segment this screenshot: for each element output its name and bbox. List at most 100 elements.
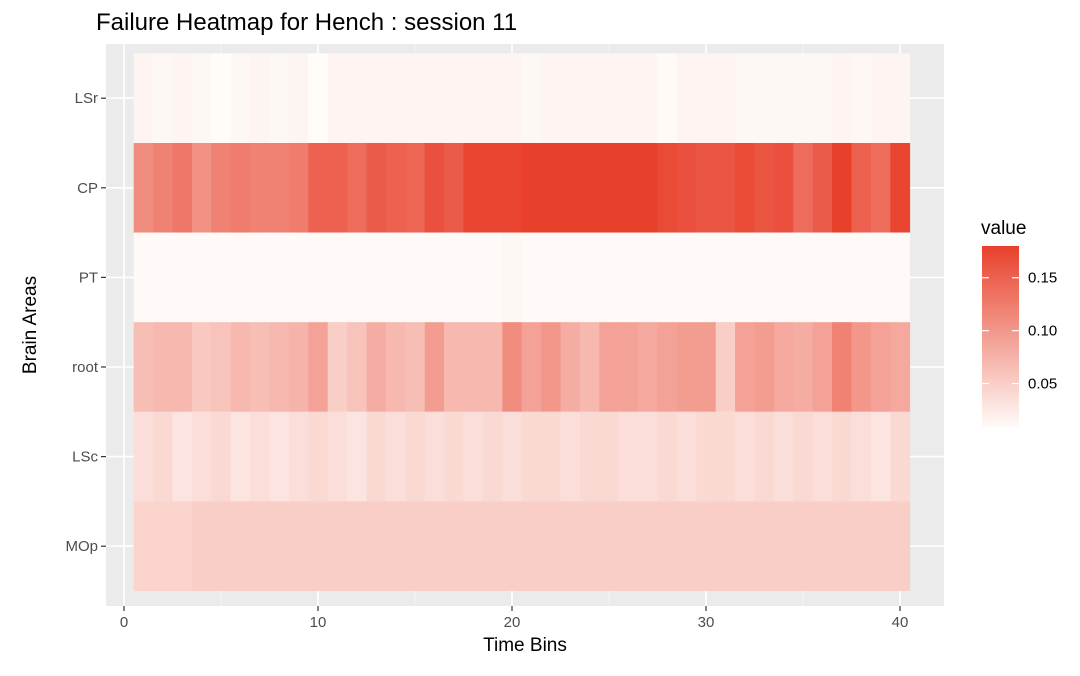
heatmap-cell-MOp-30	[696, 501, 717, 591]
heatmap-cell-PT-30	[696, 232, 717, 323]
heatmap-cell-root-33	[754, 322, 775, 412]
heatmap-cell-LSr-40	[890, 53, 911, 143]
heatmap-cell-LSc-15	[405, 411, 426, 502]
heatmap-cell-LSr-22	[541, 53, 561, 143]
heatmap-cell-LSr-37	[832, 53, 852, 143]
heatmap-cell-MOp-22	[541, 501, 561, 591]
heatmap-cell-LSc-24	[579, 411, 600, 502]
heatmap-cell-PT-34	[773, 232, 794, 323]
heatmap-cell-LSc-38	[851, 411, 872, 502]
heatmap-cell-LSr-30	[696, 53, 717, 143]
heatmap-cell-MOp-15	[405, 501, 426, 591]
heatmap-cell-MOp-36	[812, 501, 833, 591]
heatmap-cell-MOp-2	[153, 501, 173, 591]
y-axis: LSr CP PT root LSc MOp	[65, 90, 106, 555]
heatmap-cell-LSc-35	[793, 411, 814, 502]
heatmap-cell-MOp-34	[773, 501, 794, 591]
heatmap-cell-LSc-6	[230, 411, 251, 502]
x-axis-title: Time Bins	[483, 635, 567, 656]
heatmap-cell-PT-8	[269, 232, 290, 323]
heatmap-cell-PT-40	[890, 232, 911, 323]
heatmap-cell-CP-12	[347, 143, 367, 233]
heatmap-cell-root-22	[541, 322, 561, 412]
heatmap-cell-MOp-7	[250, 501, 270, 591]
heatmap-cell-LSr-33	[754, 53, 775, 143]
heatmap-cell-LSr-14	[385, 53, 406, 143]
heatmap-cell-LSr-13	[366, 53, 387, 143]
heatmap-cell-PT-5	[211, 232, 232, 323]
heatmap-cell-LSr-8	[269, 53, 290, 143]
heatmap-cell-root-18	[463, 322, 484, 412]
heatmap-cell-LSr-34	[773, 53, 794, 143]
y-tick-label-LSc: LSc	[72, 449, 98, 466]
heatmap-cell-LSc-22	[541, 411, 561, 502]
heatmap-cell-CP-27	[638, 143, 658, 233]
heatmap-cell-LSc-2	[153, 411, 173, 502]
heatmap-cell-LSc-18	[463, 411, 484, 502]
heatmap-cell-MOp-9	[288, 501, 309, 591]
heatmap-cell-LSr-7	[250, 53, 270, 143]
heatmap-cell-MOp-28	[657, 501, 678, 591]
legend-tick-label: 0.15	[1028, 270, 1057, 287]
heatmap-cell-LSc-14	[385, 411, 406, 502]
heatmap-cell-LSc-5	[211, 411, 232, 502]
heatmap-cell-CP-31	[715, 143, 736, 233]
heatmap-cell-CP-35	[793, 143, 814, 233]
heatmap-cell-root-23	[560, 322, 581, 412]
x-tick-label-0: 0	[120, 614, 128, 631]
heatmap-cell-CP-9	[288, 143, 309, 233]
heatmap-cell-PT-15	[405, 232, 426, 323]
heatmap-cell-MOp-23	[560, 501, 581, 591]
heatmap-cell-CP-36	[812, 143, 833, 233]
heatmap-cell-root-25	[599, 322, 620, 412]
heatmap-cell-LSc-36	[812, 411, 833, 502]
heatmap-cell-CP-30	[696, 143, 717, 233]
heatmap-cell-LSc-19	[482, 411, 503, 502]
heatmap-cell-MOp-39	[870, 501, 891, 591]
x-tick-label-20: 20	[504, 614, 521, 631]
heatmap-cell-MOp-26	[618, 501, 639, 591]
heatmap-cell-MOp-25	[599, 501, 620, 591]
heatmap-cell-LSr-2	[153, 53, 173, 143]
heatmap-cell-LSr-11	[327, 53, 348, 143]
heatmap-cell-LSr-5	[211, 53, 232, 143]
heatmap-cell-MOp-8	[269, 501, 290, 591]
x-tick-label-40: 40	[892, 614, 909, 631]
heatmap-cell-CP-16	[424, 143, 445, 233]
y-tick-label-PT: PT	[79, 269, 98, 286]
color-legend: value 0.05 0.10 0.15	[981, 218, 1057, 428]
heatmap-cell-LSc-21	[521, 411, 542, 502]
heatmap-cell-PT-29	[676, 232, 697, 323]
heatmap-cell-PT-28	[657, 232, 678, 323]
heatmap-cell-PT-4	[191, 232, 212, 323]
heatmap-cell-PT-31	[715, 232, 736, 323]
heatmap-cell-LSc-11	[327, 411, 348, 502]
heatmap-cell-MOp-21	[521, 501, 542, 591]
x-tick-label-10: 10	[310, 614, 327, 631]
heatmap-cell-root-26	[618, 322, 639, 412]
heatmap-cell-CP-28	[657, 143, 678, 233]
heatmap-cell-CP-34	[773, 143, 794, 233]
heatmap-cell-LSr-3	[172, 53, 193, 143]
heatmap-cell-LSc-32	[735, 411, 755, 502]
heatmap-cell-MOp-13	[366, 501, 387, 591]
heatmap-cell-MOp-5	[211, 501, 232, 591]
heatmap-cell-LSr-36	[812, 53, 833, 143]
heatmap-cell-PT-39	[870, 232, 891, 323]
heatmap-cell-PT-24	[579, 232, 600, 323]
heatmap-cell-CP-22	[541, 143, 561, 233]
heatmap-cell-CP-6	[230, 143, 251, 233]
heatmap-cell-MOp-40	[890, 501, 911, 591]
heatmap-cell-root-35	[793, 322, 814, 412]
y-axis-title: Brain Areas	[20, 276, 41, 374]
heatmap-cell-MOp-24	[579, 501, 600, 591]
heatmap-cell-MOp-11	[327, 501, 348, 591]
y-tick-label-CP: CP	[77, 180, 98, 197]
heatmap-cell-MOp-16	[424, 501, 445, 591]
heatmap-cell-root-19	[482, 322, 503, 412]
heatmap-cell-CP-17	[444, 143, 464, 233]
heatmap-cell-CP-20	[502, 143, 523, 233]
heatmap-cell-MOp-3	[172, 501, 193, 591]
heatmap-cell-root-16	[424, 322, 445, 412]
heatmap-cell-root-14	[385, 322, 406, 412]
